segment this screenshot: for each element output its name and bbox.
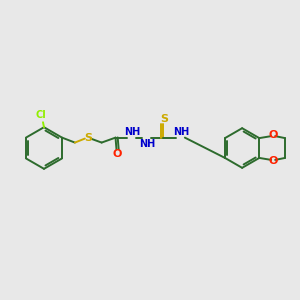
Text: NH: NH: [139, 139, 155, 148]
Text: NH: NH: [124, 127, 140, 137]
Text: S: S: [84, 133, 92, 142]
Text: O: O: [268, 156, 278, 166]
Text: S: S: [160, 114, 168, 124]
Text: NH: NH: [173, 127, 189, 137]
Text: O: O: [268, 130, 278, 140]
Text: O: O: [113, 149, 122, 160]
Text: Cl: Cl: [36, 110, 46, 120]
